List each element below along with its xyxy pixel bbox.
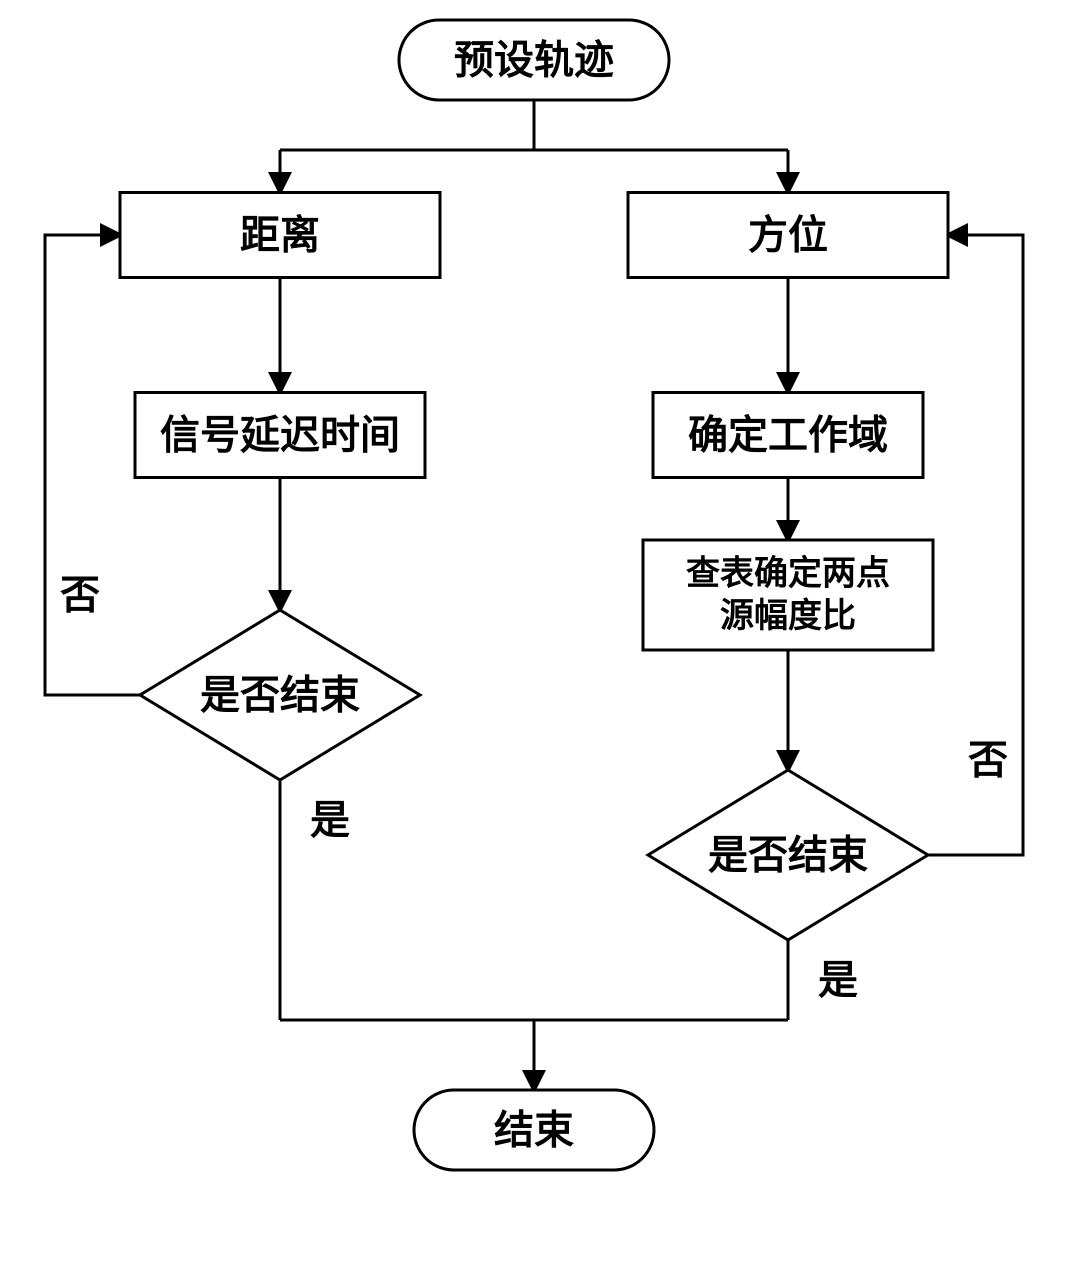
node-domain: 确定工作域 <box>653 393 923 478</box>
node-delay: 信号延迟时间 <box>135 393 425 478</box>
node-dec_left: 是否结束 <box>140 610 420 780</box>
node-label: 方位 <box>748 213 828 258</box>
node-label: 查表确定两点 <box>686 554 890 592</box>
node-label: 是否结束 <box>708 833 868 878</box>
node-label: 预设轨迹 <box>454 38 614 83</box>
node-label: 距离 <box>240 213 320 258</box>
node-end: 结束 <box>414 1090 654 1170</box>
node-distance: 距离 <box>120 193 440 278</box>
node-label: 是否结束 <box>200 673 360 718</box>
edge-label: 否 <box>968 738 1008 783</box>
edge-label: 是 <box>310 798 350 843</box>
node-label: 确定工作域 <box>688 413 888 458</box>
edge-label: 否 <box>60 573 100 618</box>
edge-label: 是 <box>818 958 858 1003</box>
node-start: 预设轨迹 <box>399 20 669 100</box>
node-label: 结束 <box>494 1108 574 1153</box>
node-lookup: 查表确定两点源幅度比 <box>643 540 933 650</box>
node-direction: 方位 <box>628 193 948 278</box>
node-label: 源幅度比 <box>720 597 856 635</box>
flowchart: 预设轨迹距离方位信号延迟时间确定工作域查表确定两点源幅度比是否结束是否结束结束 … <box>0 0 1068 1264</box>
node-label: 信号延迟时间 <box>160 413 400 458</box>
node-dec_right: 是否结束 <box>648 770 928 940</box>
edge <box>45 235 140 695</box>
